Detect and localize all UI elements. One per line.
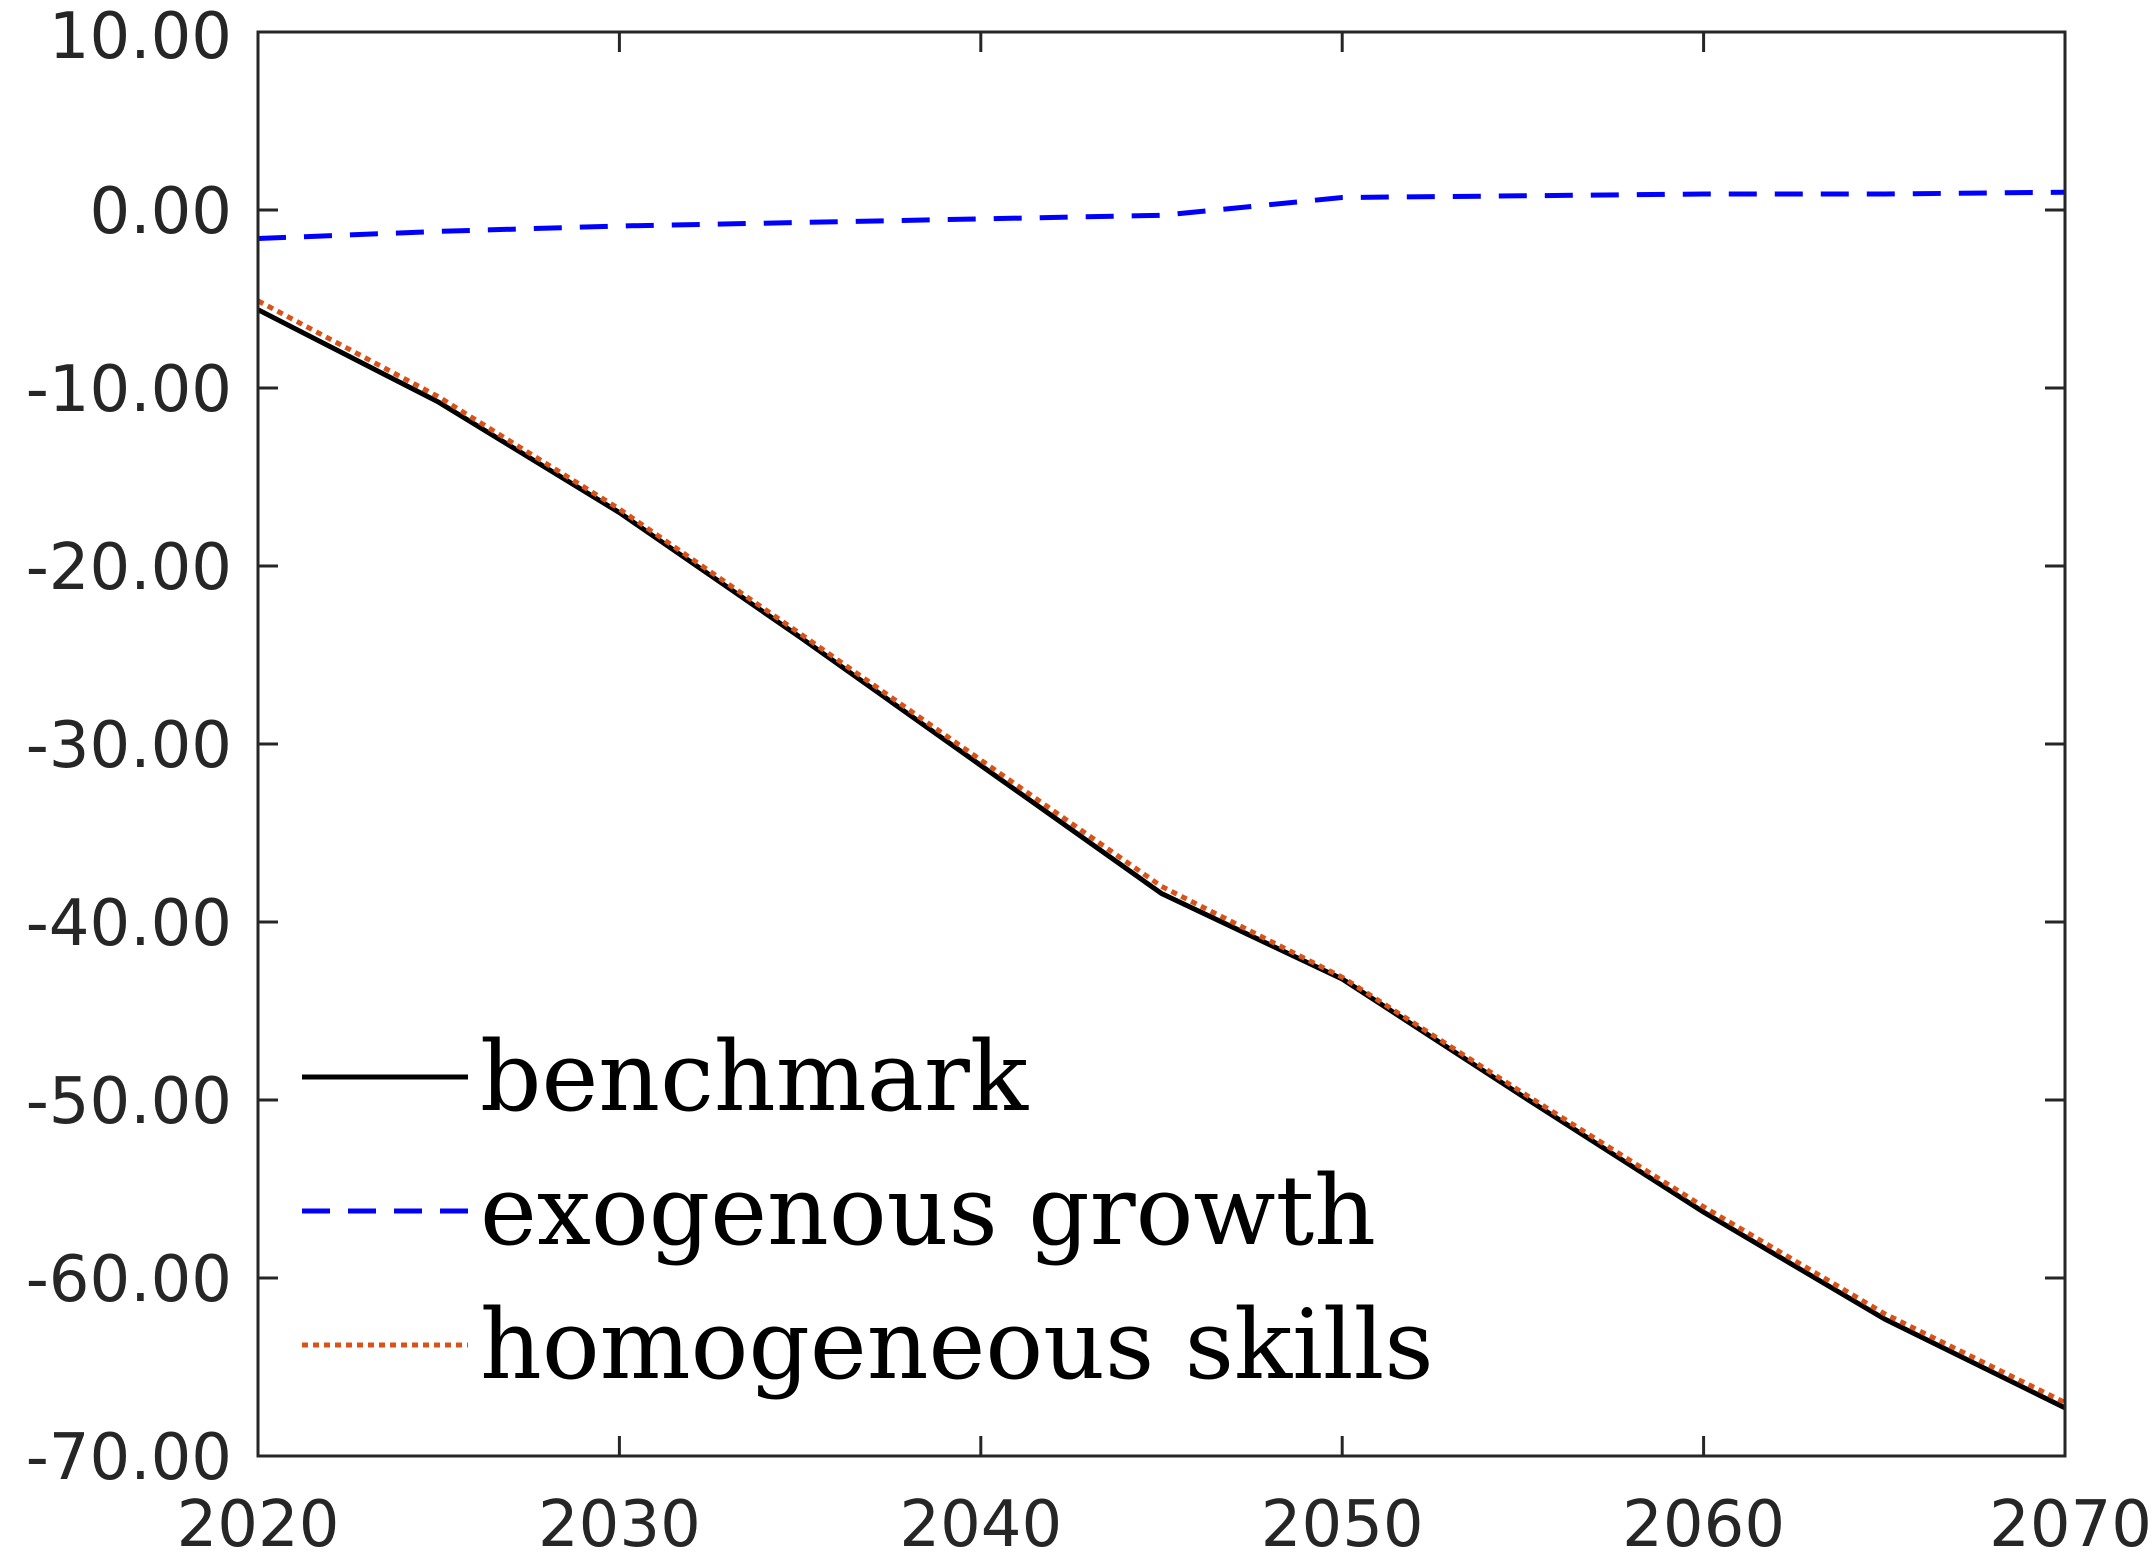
y-tick-label: -50.00 bbox=[26, 1065, 232, 1139]
x-tick-label: 2040 bbox=[899, 1488, 1062, 1554]
y-tick-label: -30.00 bbox=[26, 709, 232, 783]
y-tick-label: 0.00 bbox=[90, 175, 233, 249]
legend-label: benchmark bbox=[480, 1021, 1029, 1133]
plot-background bbox=[258, 32, 2065, 1456]
y-tick-label: -70.00 bbox=[26, 1421, 232, 1495]
x-tick-label: 2060 bbox=[1622, 1488, 1785, 1554]
y-tick-label: -40.00 bbox=[26, 887, 232, 961]
axis-ticks: 2020 2030 2040 2050 2060 2070 10.00 0.00 -10.00 -… bbox=[26, 0, 2152, 1554]
x-tick-label: 2050 bbox=[1261, 1488, 1424, 1554]
x-tick-label: 2020 bbox=[177, 1488, 340, 1554]
series-lines bbox=[256, 189, 2067, 1411]
series-line-homogeneous-skills bbox=[256, 298, 2067, 1405]
y-tick-label: -20.00 bbox=[26, 531, 232, 605]
y-tick-label: -10.00 bbox=[26, 353, 232, 427]
legend: benchmark exogenous growth homogeneous ski… bbox=[302, 1021, 1434, 1401]
legend-label: exogenous growth bbox=[480, 1155, 1376, 1267]
y-tick-label: -60.00 bbox=[26, 1243, 232, 1317]
x-tick-label: 2070 bbox=[1989, 1488, 2152, 1554]
series-line-exogenous-growth bbox=[257, 189, 2066, 241]
y-tick-label: 10.00 bbox=[49, 0, 232, 74]
series-line-benchmark bbox=[256, 307, 2067, 1411]
x-tick-label: 2030 bbox=[538, 1488, 701, 1554]
legend-label: homogeneous skills bbox=[480, 1289, 1434, 1401]
